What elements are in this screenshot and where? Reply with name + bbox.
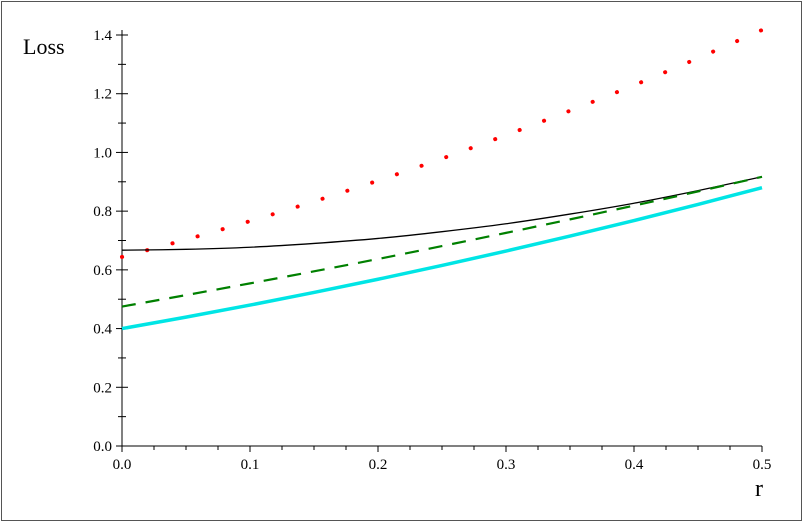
y-tick-label: 0.2 — [93, 380, 112, 396]
y-tick-label: 1.4 — [93, 28, 112, 44]
series-lines — [120, 28, 764, 331]
x-axis-label: r — [755, 476, 763, 502]
x-tick-label: 0.0 — [113, 457, 132, 473]
y-tick-label: 0.8 — [93, 204, 112, 220]
x-tick-label: 0.5 — [753, 457, 772, 473]
series-line-1 — [120, 28, 764, 259]
series-line-4 — [121, 185, 763, 331]
x-tick-label: 0.2 — [369, 457, 388, 473]
y-axis-label: Loss — [23, 34, 65, 59]
y-tick-label: 1.2 — [93, 87, 112, 103]
series-line-2 — [121, 176, 763, 251]
y-tick-label: 1.0 — [93, 145, 112, 161]
axes: 0.0 0.1 0.2 0.3 0.4 0.5 0.0 0.2 0.4 0.6 0.8 1.0 1.2 1… — [93, 28, 771, 473]
y-tick-label: 0.0 — [93, 439, 112, 455]
series-line-3 — [121, 175, 763, 308]
y-tick-label: 0.6 — [93, 263, 112, 279]
y-tick-label: 0.4 — [93, 322, 112, 338]
x-tick-label: 0.3 — [497, 457, 516, 473]
x-tick-label: 0.1 — [241, 457, 260, 473]
x-tick-label: 0.4 — [625, 457, 644, 473]
